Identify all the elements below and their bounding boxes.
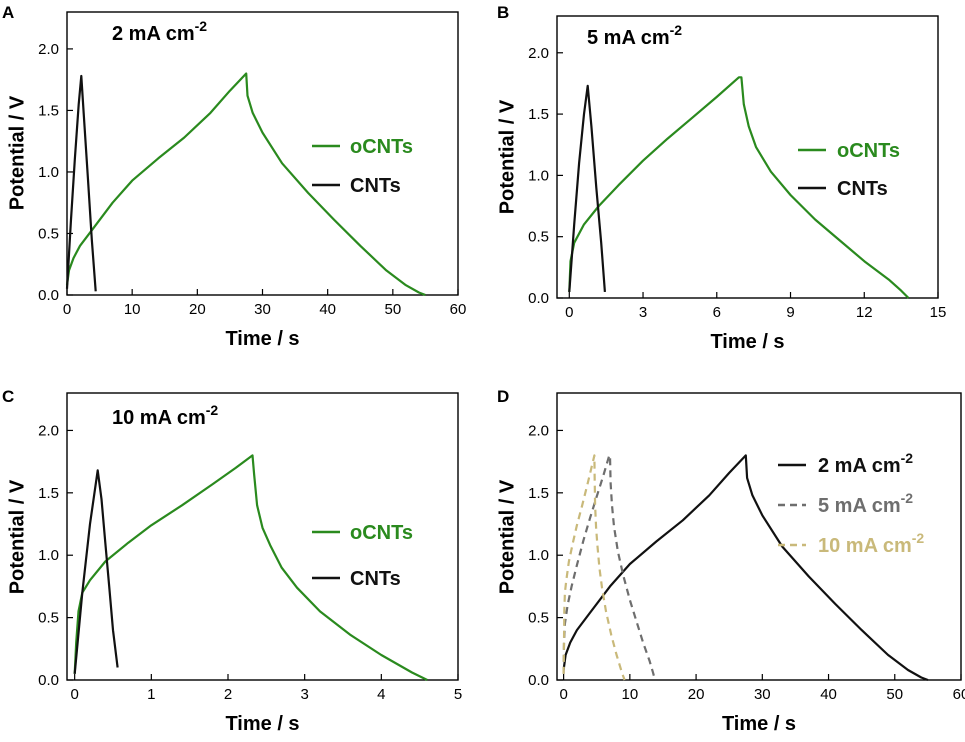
x-tick-label: 15 xyxy=(930,304,947,321)
y-tick-label: 1.5 xyxy=(528,106,549,123)
x-tick-label: 4 xyxy=(377,686,385,703)
legend-label: oCNTs xyxy=(837,140,900,162)
x-tick-label: 60 xyxy=(953,686,965,703)
y-tick-label: 0.0 xyxy=(528,672,549,689)
x-tick-label: 50 xyxy=(384,301,401,318)
x-tick-label: 40 xyxy=(319,301,336,318)
panel-label: D xyxy=(497,387,509,406)
legend-label: oCNTs xyxy=(350,522,413,544)
x-tick-label: 0 xyxy=(565,304,573,321)
panel-a: 0 10 20 30 40 50 60 0.0 0.5 1.0 1.5 2.0 Time / s Pote… xyxy=(2,3,466,350)
current-density-annotation: 5 mA cm-2 xyxy=(587,22,682,49)
x-tick-label: 10 xyxy=(622,686,639,703)
panel-c: 0 1 2 3 4 5 0.0 0.5 1.0 1.5 2.0 Time / s Potential /… xyxy=(2,387,462,735)
x-tick-label: 3 xyxy=(639,304,647,321)
y-tick-label: 0.5 xyxy=(528,610,549,627)
x-tick-label: 6 xyxy=(713,304,721,321)
plot-frame xyxy=(66,392,459,681)
y-axis-label: Potential / V xyxy=(6,95,28,210)
y-tick-label: 0.5 xyxy=(528,229,549,246)
y-tick-label: 2.0 xyxy=(38,422,59,439)
current-density-annotation: 10 mA cm-2 xyxy=(112,402,218,429)
x-tick-label: 9 xyxy=(786,304,794,321)
x-tick-label: 0 xyxy=(63,301,71,318)
x-tick-label: 10 xyxy=(124,301,141,318)
series-line xyxy=(65,74,97,292)
series-line xyxy=(65,72,426,297)
y-axis-label: Potential / V xyxy=(496,99,518,214)
x-tick-label: 5 xyxy=(454,686,462,703)
series-line xyxy=(73,469,119,674)
y-tick-label: 1.5 xyxy=(38,102,59,119)
x-tick-label: 30 xyxy=(754,686,771,703)
plot-frame xyxy=(556,392,962,681)
series-line xyxy=(73,454,428,681)
x-tick-label: 0 xyxy=(70,686,78,703)
x-tick-label: 20 xyxy=(688,686,705,703)
y-tick-label: 1.0 xyxy=(38,547,59,564)
y-tick-label: 1.0 xyxy=(528,547,549,564)
panel-label: C xyxy=(2,387,14,406)
x-tick-label: 3 xyxy=(300,686,308,703)
legend-label: CNTs xyxy=(350,568,401,590)
legend-label: 5 mA cm-2 xyxy=(818,490,913,517)
y-tick-label: 1.5 xyxy=(38,485,59,502)
y-tick-label: 1.5 xyxy=(528,485,549,502)
panel-label: A xyxy=(2,3,14,22)
panel-d: 0 10 20 30 40 50 60 0.0 0.5 1.0 1.5 2.0 Time / s Pote… xyxy=(496,387,965,735)
x-tick-label: 30 xyxy=(254,301,271,318)
y-tick-label: 0.0 xyxy=(528,290,549,307)
x-tick-label: 20 xyxy=(189,301,206,318)
y-axis-label: Potential / V xyxy=(496,479,518,594)
x-axis-label: Time / s xyxy=(225,713,299,735)
series-line xyxy=(562,454,929,682)
y-tick-label: 0.5 xyxy=(38,610,59,627)
panel-label: B xyxy=(497,3,509,22)
x-tick-label: 40 xyxy=(820,686,837,703)
x-axis-label: Time / s xyxy=(710,331,784,353)
legend-label: CNTs xyxy=(350,175,401,197)
x-tick-label: 0 xyxy=(559,686,567,703)
legend-label: CNTs xyxy=(837,178,888,200)
y-tick-label: 2.0 xyxy=(38,41,59,58)
plot-frame xyxy=(556,15,939,299)
x-tick-label: 2 xyxy=(224,686,232,703)
current-density-annotation: 2 mA cm-2 xyxy=(112,18,207,45)
x-tick-label: 1 xyxy=(147,686,155,703)
x-tick-label: 12 xyxy=(856,304,873,321)
y-tick-label: 0.0 xyxy=(38,287,59,304)
legend-label: oCNTs xyxy=(350,136,413,158)
series-line xyxy=(568,84,606,292)
y-tick-label: 2.0 xyxy=(528,45,549,62)
x-tick-label: 60 xyxy=(450,301,467,318)
series-line xyxy=(562,454,657,681)
y-axis-label: Potential / V xyxy=(6,479,28,594)
series-line xyxy=(562,454,626,681)
x-axis-label: Time / s xyxy=(722,713,796,735)
x-axis-label: Time / s xyxy=(225,328,299,350)
legend-label: 10 mA cm-2 xyxy=(818,530,924,557)
y-tick-label: 0.5 xyxy=(38,225,59,242)
legend-label: 2 mA cm-2 xyxy=(818,450,913,477)
y-tick-label: 1.0 xyxy=(38,164,59,181)
y-tick-label: 0.0 xyxy=(38,672,59,689)
panel-b: 0 3 6 9 12 15 0.0 0.5 1.0 1.5 2.0 Time / s Potential… xyxy=(496,3,946,353)
y-tick-label: 1.0 xyxy=(528,167,549,184)
x-tick-label: 50 xyxy=(886,686,903,703)
y-tick-label: 2.0 xyxy=(528,422,549,439)
series-line xyxy=(568,76,910,299)
